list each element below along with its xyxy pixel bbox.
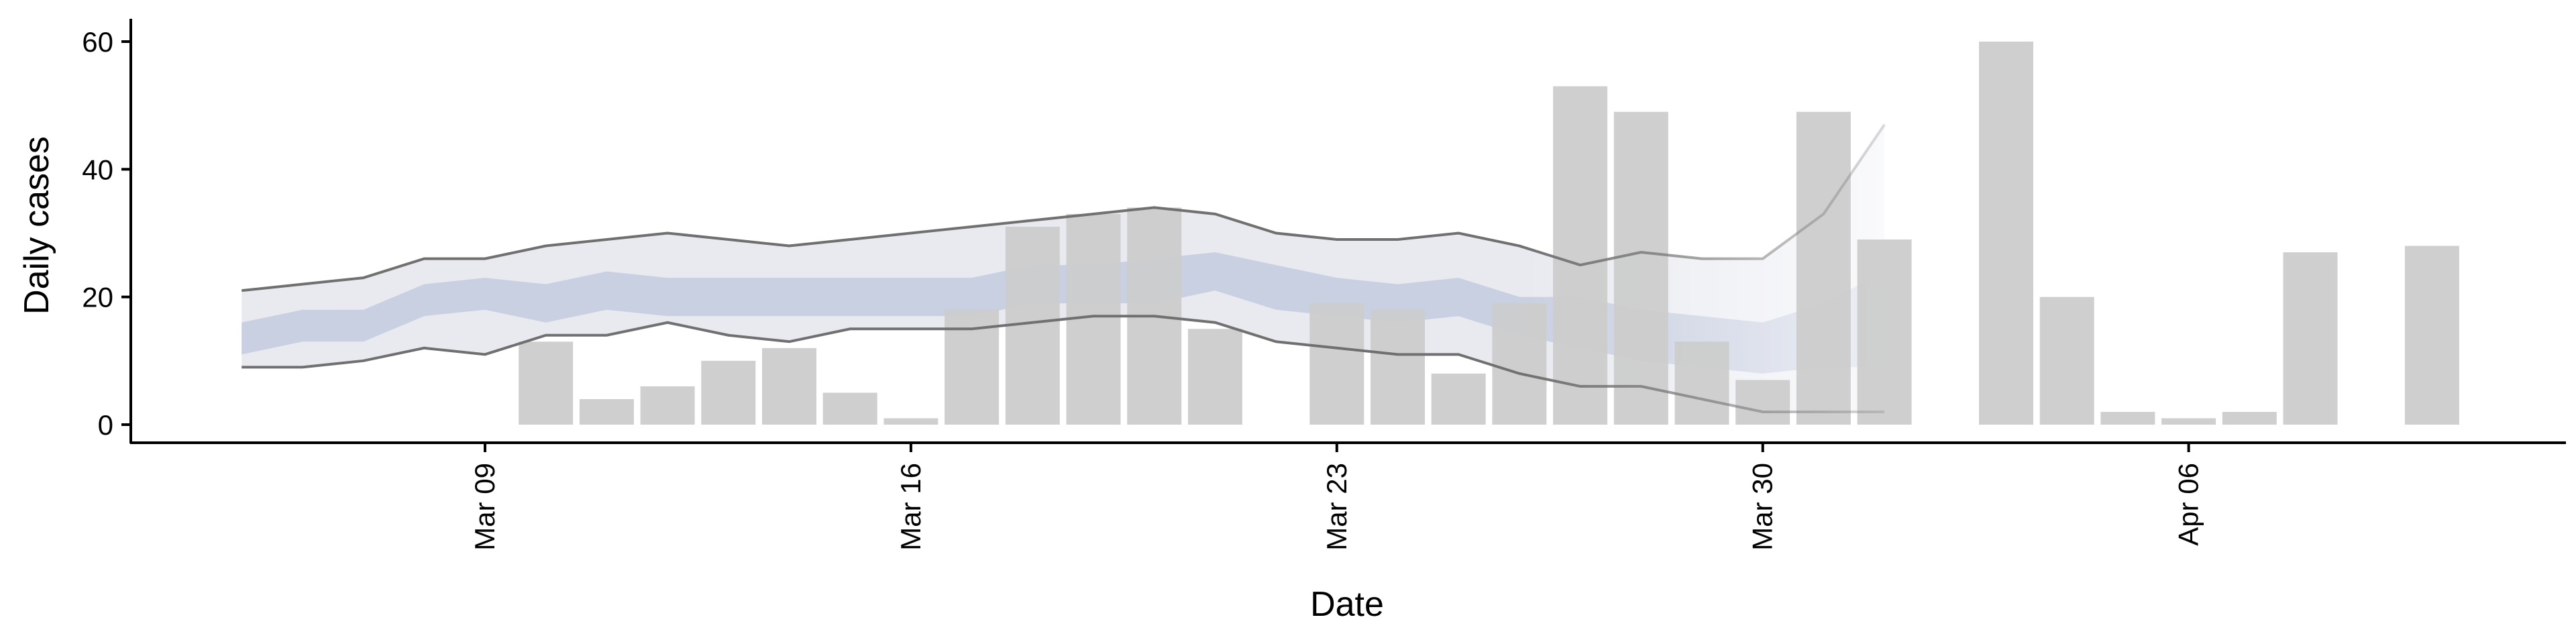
lower-bound-line bbox=[241, 315, 1885, 413]
y-tick-label: 20 bbox=[82, 282, 113, 313]
bar bbox=[2039, 297, 2094, 425]
bar bbox=[579, 398, 634, 425]
bar bbox=[1796, 111, 1851, 425]
x-tick-label: Mar 30 bbox=[1747, 463, 1778, 551]
bar bbox=[2161, 418, 2216, 425]
bar bbox=[1674, 341, 1729, 425]
y-tick-label: 40 bbox=[82, 154, 113, 185]
bar bbox=[701, 360, 756, 425]
confidence-bands bbox=[241, 124, 1885, 412]
bar bbox=[2283, 252, 2338, 425]
axes: 0 20 40 60 Mar 09 Mar 16 Mar 23 Mar 30 Apr 06 bbox=[82, 19, 2566, 551]
bar bbox=[1979, 42, 2033, 425]
x-axis-title: Date bbox=[1310, 585, 1384, 624]
y-tick-label: 60 bbox=[82, 26, 113, 58]
bar bbox=[1431, 373, 1486, 425]
bar bbox=[822, 392, 877, 425]
y-tick-label: 0 bbox=[98, 409, 113, 441]
bar bbox=[1735, 380, 1790, 425]
bar bbox=[1187, 329, 1242, 425]
x-tick-label: Mar 09 bbox=[469, 463, 500, 551]
bar bbox=[762, 347, 816, 425]
bound-lines bbox=[241, 123, 1886, 413]
bar bbox=[1371, 309, 1425, 425]
bar bbox=[1553, 86, 1608, 425]
bar bbox=[2404, 246, 2459, 425]
bar bbox=[640, 386, 695, 425]
upper-bound-line bbox=[241, 123, 1886, 292]
bar bbox=[2222, 411, 2277, 425]
bar bbox=[883, 418, 938, 425]
bar bbox=[1492, 303, 1547, 425]
x-tick-label: Mar 23 bbox=[1321, 463, 1352, 551]
bars bbox=[519, 42, 2459, 425]
inner-interval-band bbox=[241, 252, 1885, 374]
bar bbox=[1613, 111, 1668, 425]
x-tick-label: Mar 16 bbox=[895, 463, 926, 551]
x-tick-label: Apr 06 bbox=[2173, 463, 2204, 546]
y-axis-title: Daily cases bbox=[17, 136, 56, 315]
bar bbox=[1309, 303, 1364, 425]
bar bbox=[519, 341, 574, 425]
bar bbox=[2100, 411, 2155, 425]
bar bbox=[1857, 239, 1912, 425]
